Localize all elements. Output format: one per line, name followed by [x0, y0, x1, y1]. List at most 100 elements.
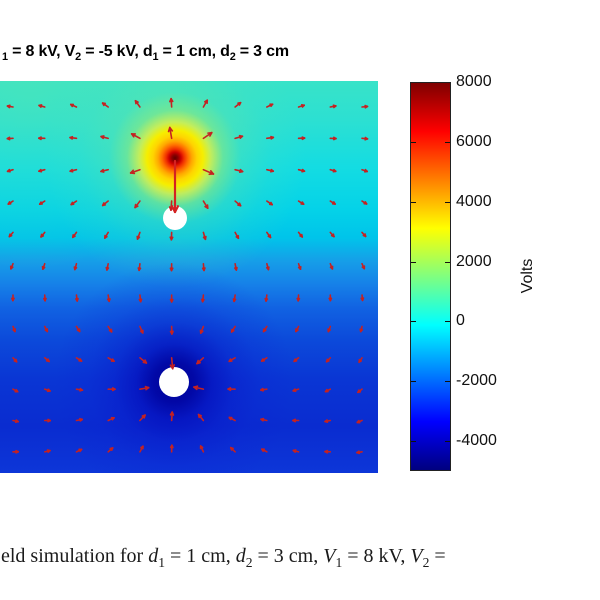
text-segment: = 3 cm: [235, 43, 289, 60]
colorbar-tick-label: 2000: [456, 252, 492, 270]
field-arrow: [171, 364, 176, 370]
field-arrow: [47, 358, 50, 363]
field-arrow: [109, 447, 114, 450]
field-arrow: [47, 388, 51, 392]
field-arrow: [144, 385, 150, 389]
potential-heatmap: [0, 81, 378, 473]
colorbar-tickmark: [411, 381, 416, 383]
field-arrow: [301, 136, 306, 139]
colorbar-tickmark: [445, 321, 450, 323]
field-arrow: [260, 418, 264, 422]
field-arrow: [356, 451, 361, 455]
field-arrow: [69, 170, 74, 173]
field-arrow: [8, 234, 13, 238]
field-arrow: [202, 168, 215, 175]
field-arrow: [69, 103, 74, 108]
field-arrow: [170, 236, 174, 241]
colorbar-tickmark: [411, 201, 416, 203]
colorbar-axis-label: Volts: [519, 258, 536, 294]
colorbar-tick-label: -4000: [456, 432, 497, 450]
field-arrow: [144, 359, 148, 364]
field-arrow: [292, 449, 296, 453]
field-arrow: [170, 267, 174, 272]
field-arrow: [167, 126, 171, 133]
field-arrow: [325, 360, 330, 363]
field-arrow: [297, 297, 301, 302]
field-arrow: [40, 235, 45, 238]
field-arrow: [100, 135, 105, 140]
figure-caption: eld simulation for d1 = 1 cm, d2 = 3 cm,…: [1, 545, 600, 571]
field-arrow: [38, 170, 43, 173]
text-segment: = 1 cm,: [165, 545, 236, 567]
field-arrow: [76, 297, 79, 302]
colorbar-tickmark: [411, 321, 416, 323]
colorbar-tick-label: -2000: [456, 372, 497, 390]
text-segment: = 3 cm,: [252, 545, 324, 567]
field-arrow: [170, 356, 174, 370]
field-arrow: [237, 101, 242, 105]
colorbar-tick-label: 4000: [456, 192, 492, 210]
field-arrow: [329, 297, 333, 302]
field-arrow: [38, 104, 42, 108]
text-segment: 2: [75, 51, 81, 64]
field-arrow: [364, 201, 368, 205]
colorbar-tickmark: [411, 141, 416, 143]
colorbar-tick-label: 0: [456, 312, 465, 330]
field-arrow: [136, 236, 141, 240]
field-arrow: [270, 168, 275, 172]
field-arrow: [130, 133, 135, 138]
field-arrow: [295, 329, 299, 333]
field-arrow: [364, 104, 369, 108]
colorbar-tickmark: [411, 441, 416, 443]
field-arrow: [332, 104, 337, 107]
field-arrow: [203, 267, 206, 272]
field-arrow: [15, 388, 19, 393]
field-arrow: [324, 450, 329, 454]
field-arrow: [361, 297, 365, 302]
field-arrow: [138, 267, 142, 272]
field-arrow: [12, 297, 15, 302]
field-arrow: [74, 266, 78, 271]
field-arrow: [197, 413, 200, 419]
colorbar-tickmark: [445, 441, 450, 443]
field-arrow: [201, 298, 205, 303]
field-arrow: [262, 329, 267, 333]
field-arrow: [134, 205, 139, 209]
field-arrow: [170, 298, 174, 303]
field-arrow: [111, 387, 116, 391]
field-arrow: [238, 134, 244, 138]
field-arrow: [300, 233, 304, 238]
field-arrow: [238, 202, 242, 207]
quiver-arrows: [6, 97, 369, 455]
colorbar-tickmark: [445, 141, 450, 143]
field-arrow: [108, 298, 111, 303]
text-segment: 2: [229, 51, 236, 64]
text-segment: 1: [158, 555, 165, 570]
field-arrow: [47, 418, 52, 422]
field-arrow: [15, 449, 20, 453]
text-segment: = 1 cm, d: [158, 43, 230, 60]
field-arrow: [42, 266, 46, 270]
field-arrow: [265, 298, 269, 302]
field-arrow: [270, 135, 275, 139]
field-arrow: [228, 416, 232, 421]
field-arrow: [6, 137, 11, 141]
field-arrow: [230, 329, 235, 333]
field-arrow: [364, 136, 369, 140]
text-segment: 1: [335, 555, 343, 570]
field-arrow: [358, 360, 363, 363]
field-arrow: [101, 204, 107, 207]
field-arrow: [364, 233, 367, 238]
colorbar-tickmark: [411, 261, 416, 263]
field-arrow: [139, 298, 143, 303]
field-arrow: [168, 126, 173, 140]
lower-white-circle: [159, 367, 189, 397]
field-arrow: [46, 449, 51, 452]
field-arrow: [233, 298, 237, 303]
field-arrow: [101, 102, 105, 107]
figure-title: 1 = 8 kV, V2 = -5 kV, d1 = 1 cm, d2 = 3 …: [2, 43, 289, 63]
field-arrow: [104, 235, 108, 239]
colorbar-tick-label: 6000: [456, 132, 492, 150]
field-arrow: [100, 170, 105, 173]
